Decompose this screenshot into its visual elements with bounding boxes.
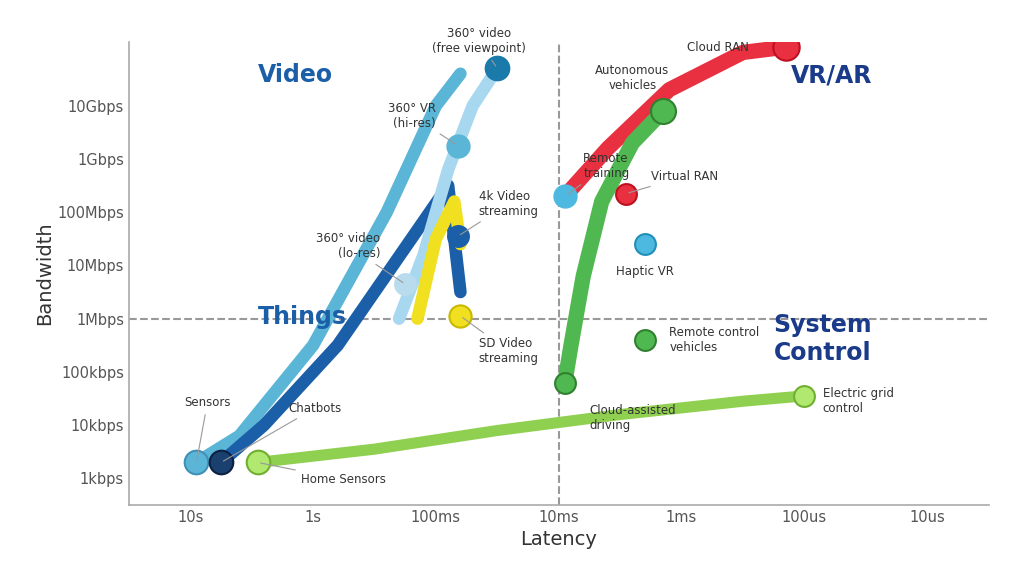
Text: 360° video
(lo-res): 360° video (lo-res) xyxy=(316,232,402,282)
X-axis label: Latency: Latency xyxy=(520,530,597,550)
Text: Sensors: Sensors xyxy=(184,396,230,460)
Text: SD Video
streaming: SD Video streaming xyxy=(463,317,539,365)
Y-axis label: Bandwidth: Bandwidth xyxy=(36,222,54,325)
Text: Video: Video xyxy=(258,63,333,87)
Text: 360° VR
(hi-res): 360° VR (hi-res) xyxy=(388,101,456,144)
Text: VR/AR: VR/AR xyxy=(791,63,871,87)
Text: 4k Video
streaming: 4k Video streaming xyxy=(461,190,539,234)
Text: Autonomous
vehicles: Autonomous vehicles xyxy=(595,65,670,92)
Text: Haptic VR: Haptic VR xyxy=(615,266,674,278)
Text: Electric grid
control: Electric grid control xyxy=(822,387,894,415)
Text: Home Sensors: Home Sensors xyxy=(260,463,386,486)
Text: Remote control
vehicles: Remote control vehicles xyxy=(670,326,760,354)
Text: Virtual RAN: Virtual RAN xyxy=(629,170,718,193)
Text: Cloud RAN: Cloud RAN xyxy=(687,40,749,54)
Text: Remote
training: Remote training xyxy=(567,152,630,195)
Text: Cloud-assisted
driving: Cloud-assisted driving xyxy=(590,404,676,432)
Text: System
Control: System Control xyxy=(773,313,871,365)
Text: Things: Things xyxy=(258,305,347,329)
Text: Chatbots: Chatbots xyxy=(223,401,342,461)
Text: 360° video
(free viewpoint): 360° video (free viewpoint) xyxy=(432,27,525,66)
